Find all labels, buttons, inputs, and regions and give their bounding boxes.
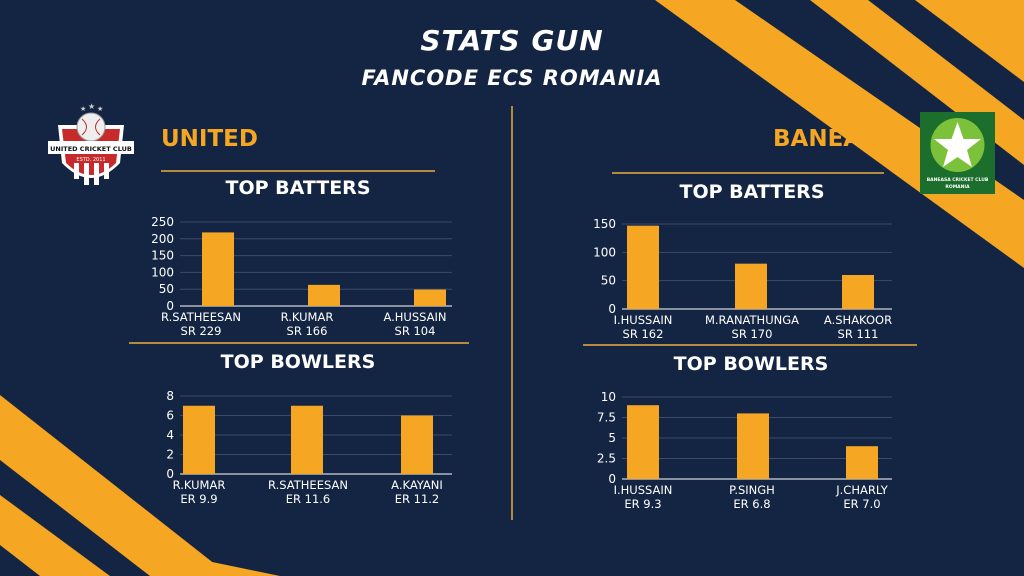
y-tick-label: 10 [601,390,616,404]
right-bowlers-rule [583,344,917,346]
y-tick-label: 2.5 [597,452,616,466]
y-tick-label: 5 [608,431,616,445]
data-sublabel: SR 166 [287,324,328,338]
y-tick-label: 150 [151,249,174,263]
x-tick-label: R.SATHEESAN [161,310,241,324]
data-sublabel: SR 162 [623,327,664,341]
right-batters-title: TOP BATTERS [679,181,825,203]
bar-p-singh [737,413,769,479]
bottom-left-stripe-2 [0,495,110,576]
data-sublabel: SR 229 [181,324,222,338]
baneasa-logo-subtext: ROMANIA [945,184,970,190]
data-sublabel: ER 6.8 [733,497,770,511]
data-sublabel: SR 170 [732,327,773,341]
page-subtitle: FANCODE ECS ROMANIA [361,66,663,90]
team-name-left: UNITED [161,126,258,152]
baneasa-logo-text: BANEASA CRICKET CLUB [927,177,989,183]
united-logo-text: UNITED CRICKET CLUB [50,145,132,153]
left-batters-title: TOP BATTERS [225,177,371,199]
data-sublabel: ER 9.3 [624,497,661,511]
bar-r-satheesan [202,232,234,306]
left-bowlers-rule [129,342,469,344]
bar-r-satheesan [291,405,323,474]
right-bowlers-title: TOP BOWLERS [673,353,829,375]
bar-r-kumar [308,284,340,306]
y-tick-label: 250 [151,215,174,229]
united-logo-estd: ESTD. 2011 [76,157,105,163]
united-cricket-club-crest-icon: ★ ★ ★ UNITED CRICKET CLUB ESTD. 2011 [48,103,134,185]
y-tick-label: 50 [601,274,616,288]
svg-text:★: ★ [80,105,86,113]
y-tick-label: 7.5 [597,411,616,425]
page-title: STATS GUN [420,24,604,57]
data-sublabel: SR 104 [395,324,436,338]
svg-text:★: ★ [88,103,95,111]
x-tick-label: J.CHARLY [835,483,888,497]
y-tick-label: 100 [151,265,174,279]
bar-m-ranathunga [735,263,767,309]
x-tick-label: P.SINGH [729,483,775,497]
x-tick-label: A.SHAKOOR [824,313,892,327]
y-tick-label: 6 [166,409,174,423]
top-right-stripe-3 [915,0,1024,82]
x-tick-label: R.SATHEESAN [268,478,348,492]
svg-text:★: ★ [97,105,103,113]
bar-r-kumar [183,405,215,474]
y-tick-label: 150 [593,217,616,231]
bar-i-hussain [627,225,659,309]
bar-j-charly [846,446,878,479]
data-sublabel: ER 11.2 [395,492,440,506]
y-tick-label: 0 [608,472,616,486]
bar-a-kayani [401,415,433,474]
x-tick-label: I.HUSSAIN [614,313,673,327]
data-sublabel: ER 9.9 [180,492,217,506]
x-tick-label: M.RANATHUNGA [705,313,799,327]
x-tick-label: I.HUSSAIN [614,483,673,497]
y-tick-label: 0 [608,302,616,316]
y-tick-label: 4 [166,428,174,442]
data-sublabel: ER 11.6 [286,492,331,506]
bar-a-hussain [414,289,446,306]
y-tick-label: 8 [166,389,174,403]
top-right-stripe-1 [655,0,1024,268]
left-batters-rule [161,170,435,172]
bottom-left-stripe-1 [0,395,230,576]
y-tick-label: 100 [593,245,616,259]
data-sublabel: SR 111 [838,327,879,341]
y-tick-label: 0 [166,467,174,481]
bar-a-shakoor [842,275,874,309]
x-tick-label: R.KUMAR [281,310,334,324]
x-tick-label: A.HUSSAIN [383,310,446,324]
left-bowlers-title: TOP BOWLERS [220,351,376,373]
y-tick-label: 50 [159,282,174,296]
y-tick-label: 200 [151,232,174,246]
bottom-left-stripe-3 [130,545,280,576]
y-tick-label: 2 [166,448,174,462]
baneasa-star-logo-icon: BANEASA CRICKET CLUB ROMANIA [920,112,995,194]
team-name-right: BANEASA [773,126,896,152]
right-batters-rule [612,172,884,174]
bar-i-hussain [627,405,659,479]
data-sublabel: ER 7.0 [843,497,880,511]
y-tick-label: 0 [166,299,174,313]
x-tick-label: R.KUMAR [173,478,226,492]
x-tick-label: A.KAYANI [391,478,443,492]
